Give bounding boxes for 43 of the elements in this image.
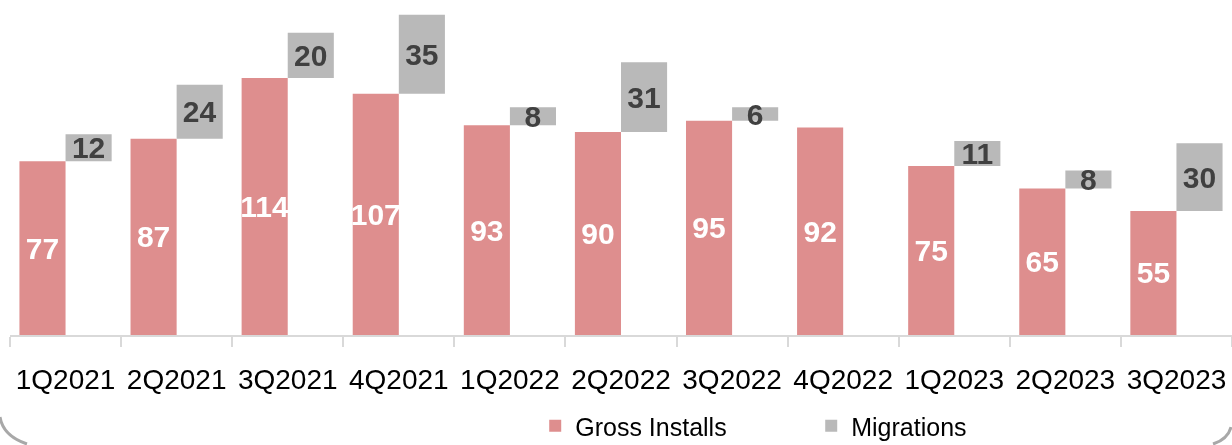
- x-tick-label: 1Q2022: [460, 363, 560, 395]
- x-tick-label: 1Q2023: [904, 363, 1005, 395]
- x-tick-label: 2Q2021: [126, 363, 227, 395]
- x-tick-label: 4Q2022: [793, 363, 893, 395]
- data-label: 24: [182, 95, 217, 129]
- data-label: 75: [914, 233, 948, 267]
- x-tick-label: 3Q2023: [1126, 363, 1227, 395]
- legend-label: Migrations: [851, 412, 967, 441]
- data-label: 65: [1025, 245, 1059, 279]
- bar: [1130, 210, 1177, 335]
- data-label: 55: [1136, 256, 1171, 290]
- data-label: 90: [581, 217, 615, 251]
- data-label: 8: [1080, 162, 1097, 196]
- data-label: 95: [692, 211, 726, 245]
- bar: [908, 165, 955, 335]
- bar: [574, 132, 621, 335]
- bar: [1019, 188, 1066, 335]
- x-tick-label: 2Q2023: [1015, 363, 1116, 395]
- data-label: 11: [961, 136, 994, 170]
- data-label: 31: [627, 80, 661, 114]
- data-label: 35: [405, 37, 439, 71]
- x-tick-label: 4Q2021: [349, 363, 449, 395]
- data-label: 93: [470, 213, 504, 247]
- x-tick-label: 3Q2022: [682, 363, 782, 395]
- data-label: 87: [136, 220, 171, 254]
- data-label: 77: [25, 231, 60, 265]
- data-label: 92: [803, 214, 837, 248]
- bar: [352, 93, 399, 335]
- data-label: 20: [294, 38, 328, 72]
- legend-label: Gross Installs: [575, 412, 727, 441]
- data-label: 12: [71, 131, 106, 165]
- bar: [130, 138, 177, 335]
- bar: [685, 120, 733, 335]
- data-label: 8: [524, 99, 542, 133]
- bar: [797, 127, 844, 335]
- bar: [241, 77, 288, 335]
- data-label: 30: [1182, 160, 1217, 194]
- data-label: 114: [240, 189, 290, 223]
- x-tick-label: 2Q2022: [571, 363, 671, 395]
- bar: [19, 161, 66, 335]
- bar: [463, 125, 510, 335]
- x-tick-label: 1Q2021: [15, 363, 116, 395]
- x-tick-label: 3Q2021: [237, 363, 338, 395]
